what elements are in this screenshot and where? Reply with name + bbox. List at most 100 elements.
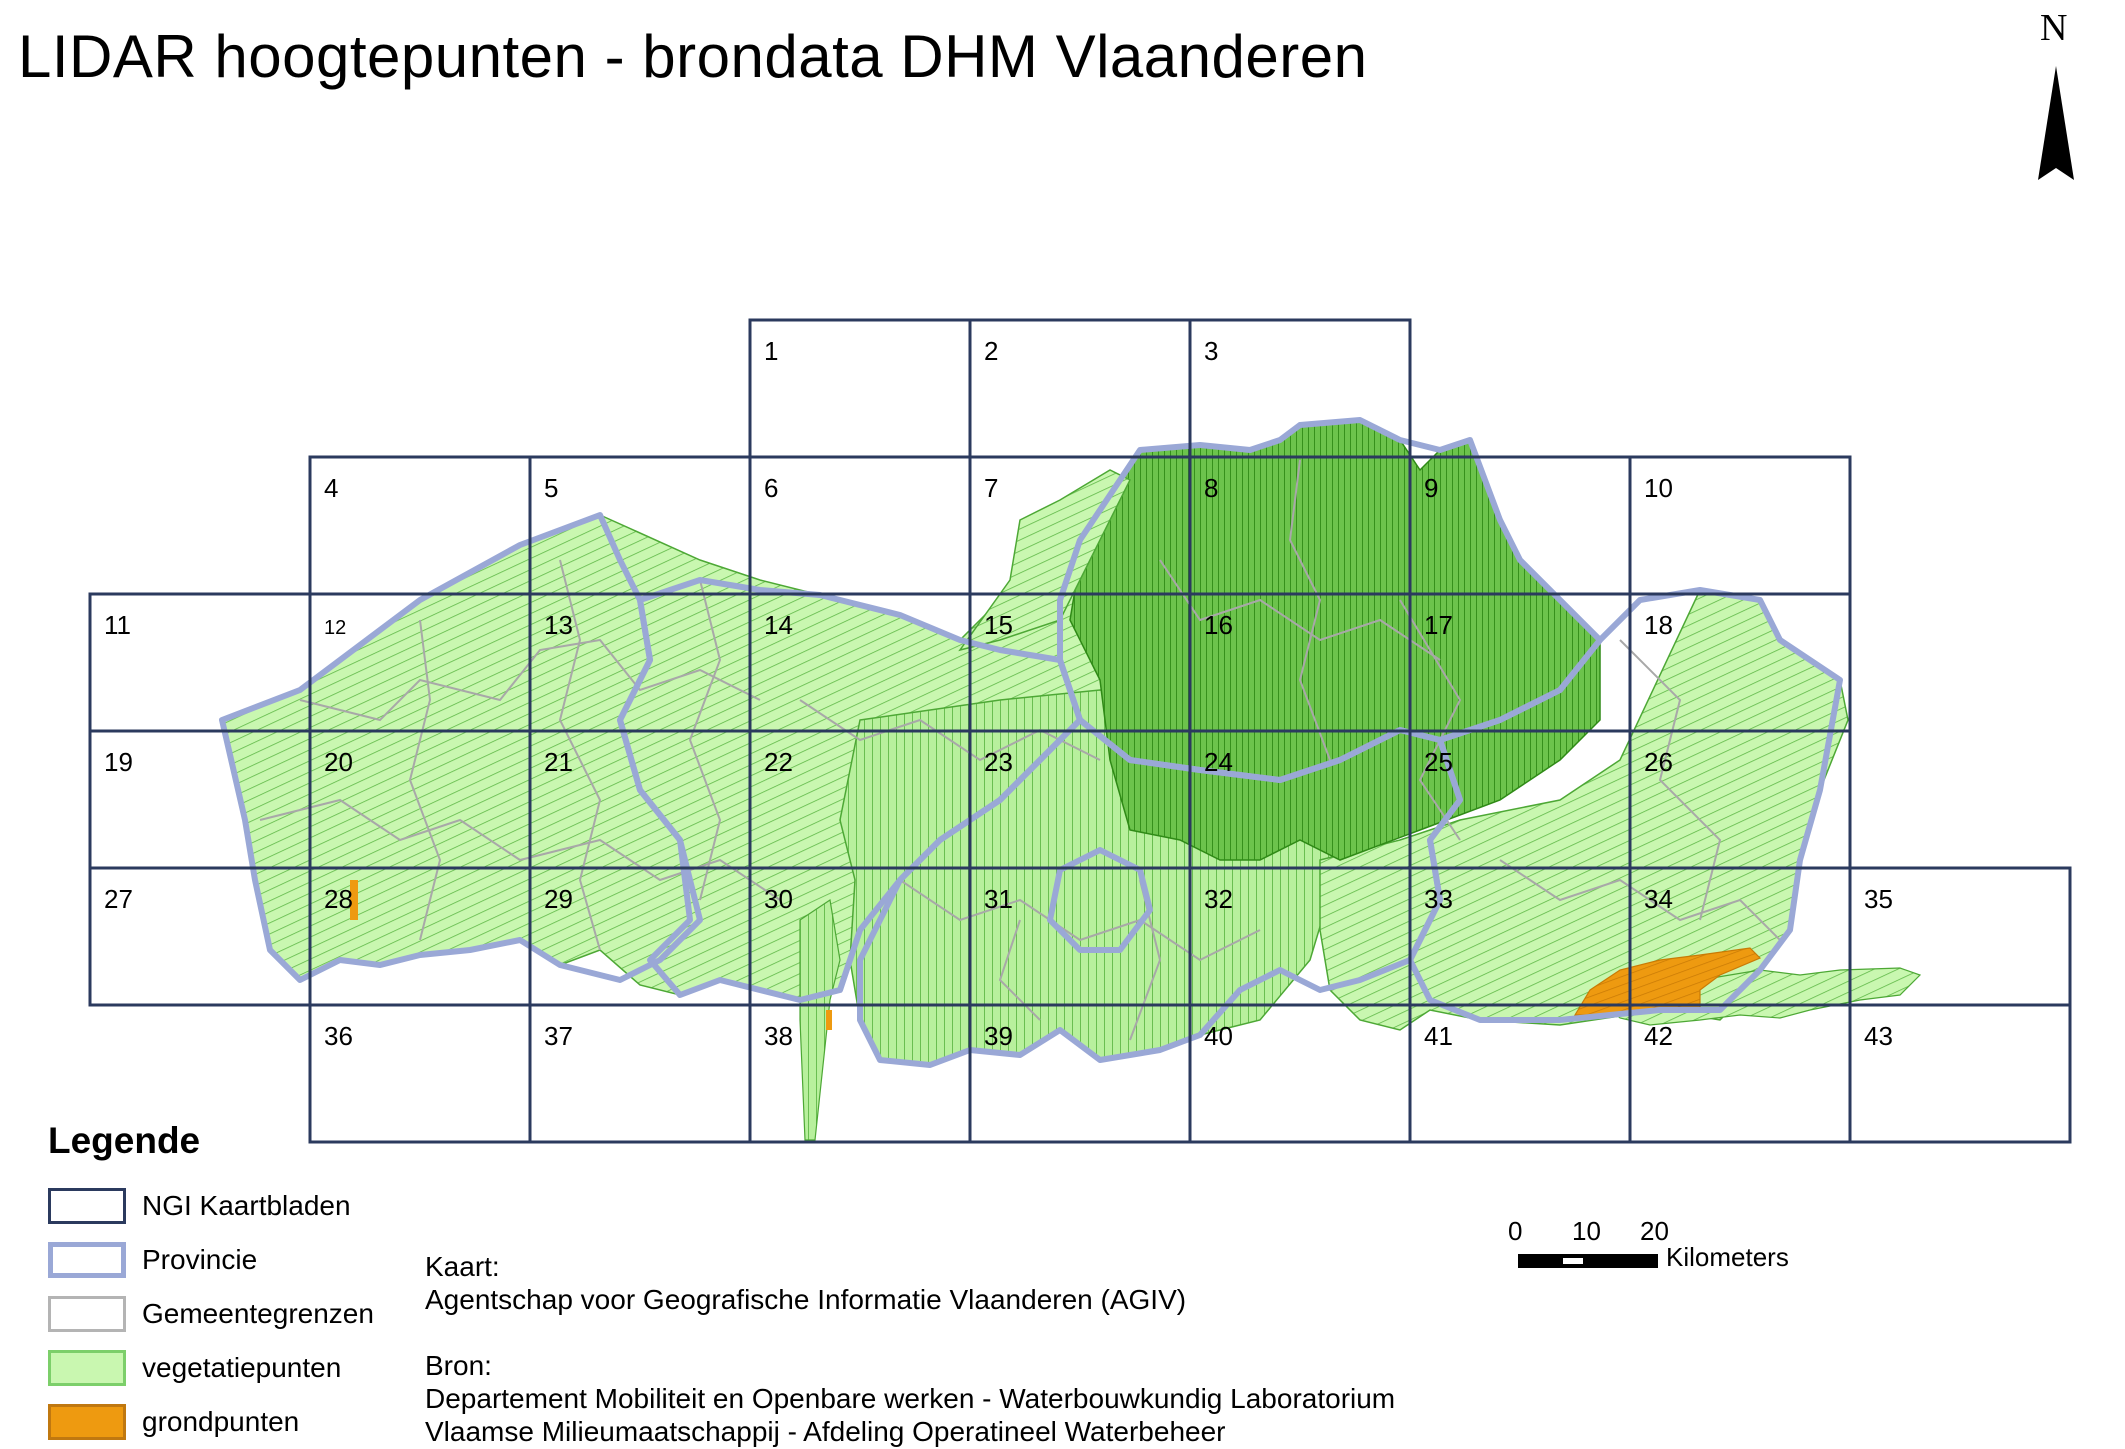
legend-item: Provincie [48,1240,257,1280]
legend-swatch [48,1350,126,1386]
scale-tick-10: 10 [1572,1216,1601,1246]
north-label: N [2040,7,2068,49]
ngi-tile-label: 14 [764,610,793,640]
legend-item: grondpunten [48,1402,299,1442]
ngi-tile-label: 22 [764,747,793,777]
legend-item: Gemeentegrenzen [48,1294,374,1334]
legend-swatch [48,1296,126,1332]
ngi-tile [968,318,1192,459]
ngi-tile-label: 30 [764,884,793,914]
ngi-tile-label: 3 [1204,336,1218,366]
ngi-tile-label: 34 [1644,884,1673,914]
legend-label: grondpunten [142,1406,300,1437]
ngi-tile-label: 38 [764,1021,793,1051]
ngi-tile-label: 2 [984,336,998,366]
province-boundary-flemish-brabant [857,717,1463,1068]
legend-label: vegetatiepunten [142,1352,342,1383]
legend-label: NGI Kaartbladen [142,1190,351,1221]
map-title: LIDAR hoogtepunten - brondata DHM Vlaand… [18,23,1368,90]
legend-swatch [48,1188,126,1224]
ngi-tile-label: 17 [1424,610,1453,640]
ngi-tile-label: 39 [984,1021,1013,1051]
ngi-tile-label: 28 [324,884,353,914]
ground-points-spot-west [350,880,358,920]
scale-tick-0: 0 [1508,1216,1523,1246]
municipality-boundary [899,879,1261,962]
ngi-tile-label: 35 [1864,884,1893,914]
ngi-tile-label: 29 [544,884,573,914]
ngi-tile-label: 36 [324,1021,353,1051]
ngi-tile-label: 41 [1424,1021,1453,1051]
legend-label: Gemeentegrenzen [142,1298,374,1329]
ngi-tile-label: 15 [984,610,1013,640]
credits-map: Kaart: Agentschap voor Geografische Info… [425,1250,1186,1316]
scale-tick-20: 20 [1640,1216,1669,1246]
municipality-boundary [688,579,722,901]
ngi-tile-label: 43 [1864,1021,1893,1051]
vegetation-area-south-tail [799,898,841,1141]
ngi-tile-label: 19 [104,747,133,777]
province-boundary-brussels [1047,847,1153,953]
ngi-tile-label: 25 [1424,747,1453,777]
ngi-tile-label: 21 [544,747,573,777]
legend-item: vegetatiepunten [48,1348,341,1388]
scale-bar-segment [1563,1258,1583,1264]
ngi-tile-label: 40 [1204,1021,1233,1051]
ngi-tile-label: 27 [104,884,133,914]
ngi-tile-label: 23 [984,747,1013,777]
credits-source: Bron: Departement Mobiliteit en Openbare… [425,1349,1395,1448]
legend-swatch [48,1242,126,1278]
ngi-tile-label: 24 [1204,747,1233,777]
credits-source-line-2: Vlaamse Milieumaatschappij - Afdeling Op… [425,1416,1226,1447]
credits-map-label: Kaart: [425,1251,500,1282]
ngi-tile-label: 37 [544,1021,573,1051]
north-arrow-icon [2038,66,2074,180]
ngi-tile [748,318,972,459]
legend-item: NGI Kaartbladen [48,1186,351,1226]
ngi-tile-label: 16 [1204,610,1233,640]
province-boundary-west-flanders [219,512,703,983]
ngi-tile-label: 12 [324,617,346,639]
ngi-tile-label: 18 [1644,610,1673,640]
ngi-tile-grid [88,318,2072,1144]
scale-bar-segment [1518,1254,1558,1268]
scale-bar [1518,1254,1658,1268]
legend-label: Provincie [142,1244,258,1275]
ngi-tile-label: 20 [324,747,353,777]
province-boundaries [219,417,1843,1068]
municipality-boundary [799,699,1101,762]
ngi-tile-label: 10 [1644,473,1673,503]
ngi-tile-label: 8 [1204,473,1218,503]
municipality-boundary [1288,459,1331,761]
credits-source-line-1: Departement Mobiliteit en Openbare werke… [425,1383,1396,1414]
municipality-boundary [408,619,442,941]
municipality-boundary [558,559,602,951]
vegetation-area-coast [958,469,1132,652]
vegetation-area-northeast [1069,419,1601,861]
ngi-tile-label: 11 [104,610,131,640]
ngi-tile-label: 42 [1644,1021,1673,1051]
ngi-tile-label: 4 [324,473,338,503]
ngi-tile-label: 5 [544,473,558,503]
ngi-tile-label: 1 [764,336,778,366]
ngi-tile-label: 13 [544,610,573,640]
ngi-tile-label: 26 [1644,747,1673,777]
ground-points-spot-south [826,1010,832,1030]
credits-source-label: Bron: [425,1350,492,1381]
credits-map-text: Agentschap voor Geografische Informatie … [425,1284,1187,1315]
municipality-boundaries [259,459,1781,1041]
ngi-tile-label: 7 [984,473,998,503]
ngi-tile [1848,1003,2072,1144]
municipality-boundary [1499,859,1781,941]
ngi-tile-label: 31 [984,884,1013,914]
municipality-boundary [299,638,761,722]
municipality-boundary [1159,559,1441,661]
scale-bar-segment [1588,1254,1658,1268]
vegetation-coverage [221,419,1922,1141]
ngi-tile-label: 32 [1204,884,1233,914]
ngi-tile-label: 9 [1424,473,1438,503]
ngi-tile-label: 6 [764,473,778,503]
ngi-tile [748,455,972,596]
